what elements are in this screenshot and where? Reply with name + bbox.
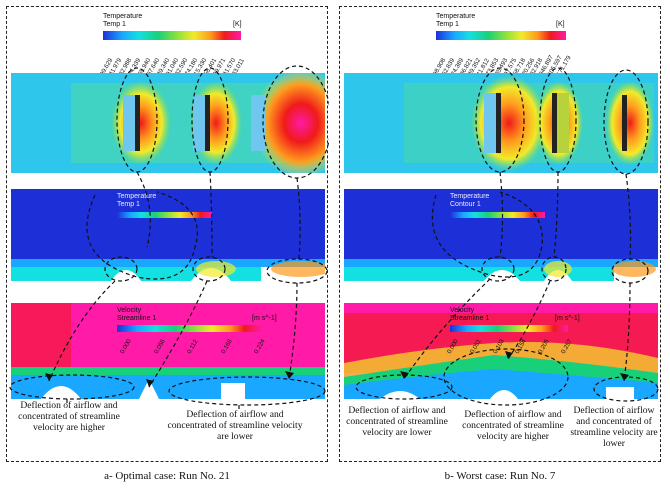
temperature-section-plot-b bbox=[344, 189, 658, 281]
velocity-legend-title: Velocity Streamline 1 bbox=[117, 307, 156, 323]
inner-temperature-colorbar-b bbox=[450, 212, 545, 218]
annotation-middle-b: Deflection of airflow and concentrated o… bbox=[462, 409, 564, 442]
caption-optimal-case: a- Optimal case: Run No. 21 bbox=[104, 470, 230, 482]
velocity-tick: 0.056 bbox=[152, 338, 167, 355]
legend-temperature-label: Temperature bbox=[103, 13, 143, 20]
annotation-right: Deflection of airflow and concentrated o… bbox=[167, 409, 303, 442]
velocity-tick: 0.154 bbox=[514, 338, 529, 355]
velocity-tick-labels: 0.000 0.056 0.112 0.168 0.224 bbox=[119, 323, 267, 355]
legend-series-label-b: Temp 1 bbox=[436, 21, 459, 28]
inner-legend-contour-label-b: Contour 1 bbox=[450, 201, 481, 208]
inner-temperature-colorbar bbox=[117, 212, 212, 218]
legend-series-label: Temp 1 bbox=[103, 21, 126, 28]
velocity-tick: 0.168 bbox=[219, 338, 234, 355]
temperature-contour-plot bbox=[11, 73, 325, 173]
temperature-contour-plot-b bbox=[344, 73, 658, 173]
annotation-right-b: Deflection of airflow and concentrated o… bbox=[570, 405, 658, 449]
velocity-tick: 0.205 bbox=[537, 338, 551, 355]
legend-velocity-label-b: Velocity bbox=[450, 307, 475, 314]
velocity-tick: 0.051 bbox=[468, 338, 483, 355]
velocity-tick-labels-b: 0.000 0.051 0.103 0.154 0.205 0.257 bbox=[446, 323, 574, 355]
legend-velocity-label: Velocity bbox=[117, 307, 142, 314]
temperature-unit: [K] bbox=[233, 21, 242, 28]
annotation-left: Deflection of airflow and concentrated o… bbox=[18, 400, 120, 433]
velocity-tick: 0.257 bbox=[559, 338, 574, 355]
legend-streamline-label: Streamline 1 bbox=[117, 315, 157, 322]
velocity-tick: 0.224 bbox=[252, 338, 267, 355]
inner-legend-series-label: Temp 1 bbox=[117, 201, 140, 208]
velocity-unit-b: [m s^-1] bbox=[555, 315, 580, 322]
inner-legend-temperature-label-b: Temperature bbox=[450, 193, 490, 200]
temperature-colorbar bbox=[103, 31, 241, 40]
annotation-left-b: Deflection of airflow and concentrated o… bbox=[346, 405, 448, 438]
temperature-legend-title: Temperature Temp 1 bbox=[103, 13, 142, 29]
panel-worst-case: Temperature Temp 1 [K] 298.908 362.839 424… bbox=[339, 6, 661, 462]
temperature-colorbar-b bbox=[436, 31, 566, 40]
temperature-contour-graphic bbox=[11, 73, 325, 173]
velocity-tick: 0.112 bbox=[185, 338, 200, 355]
inner-temperature-legend-b: Temperature Contour 1 bbox=[450, 193, 489, 209]
legend-streamline-label-b: Streamline 1 bbox=[450, 315, 490, 322]
temperature-section-plot bbox=[11, 189, 325, 281]
caption-worst-case: b- Worst case: Run No. 7 bbox=[444, 470, 556, 482]
inner-temperature-legend: Temperature Temp 1 bbox=[117, 193, 156, 209]
temperature-contour-graphic-b bbox=[344, 73, 658, 173]
temperature-section-graphic bbox=[11, 189, 325, 281]
velocity-tick: 0.103 bbox=[491, 338, 506, 355]
temperature-section-graphic-b bbox=[344, 189, 658, 281]
temperature-legend-title-b: Temperature Temp 1 bbox=[436, 13, 475, 29]
inner-legend-temperature-label: Temperature bbox=[117, 193, 157, 200]
panel-optimal-case: Temperature Temp 1 [K] 299.629 341.979 382… bbox=[6, 6, 329, 462]
velocity-legend-title-b: Velocity Streamline 1 bbox=[450, 307, 489, 323]
velocity-unit: [m s^-1] bbox=[252, 315, 277, 322]
temperature-unit-b: [K] bbox=[556, 21, 565, 28]
legend-temperature-label-b: Temperature bbox=[436, 13, 476, 20]
